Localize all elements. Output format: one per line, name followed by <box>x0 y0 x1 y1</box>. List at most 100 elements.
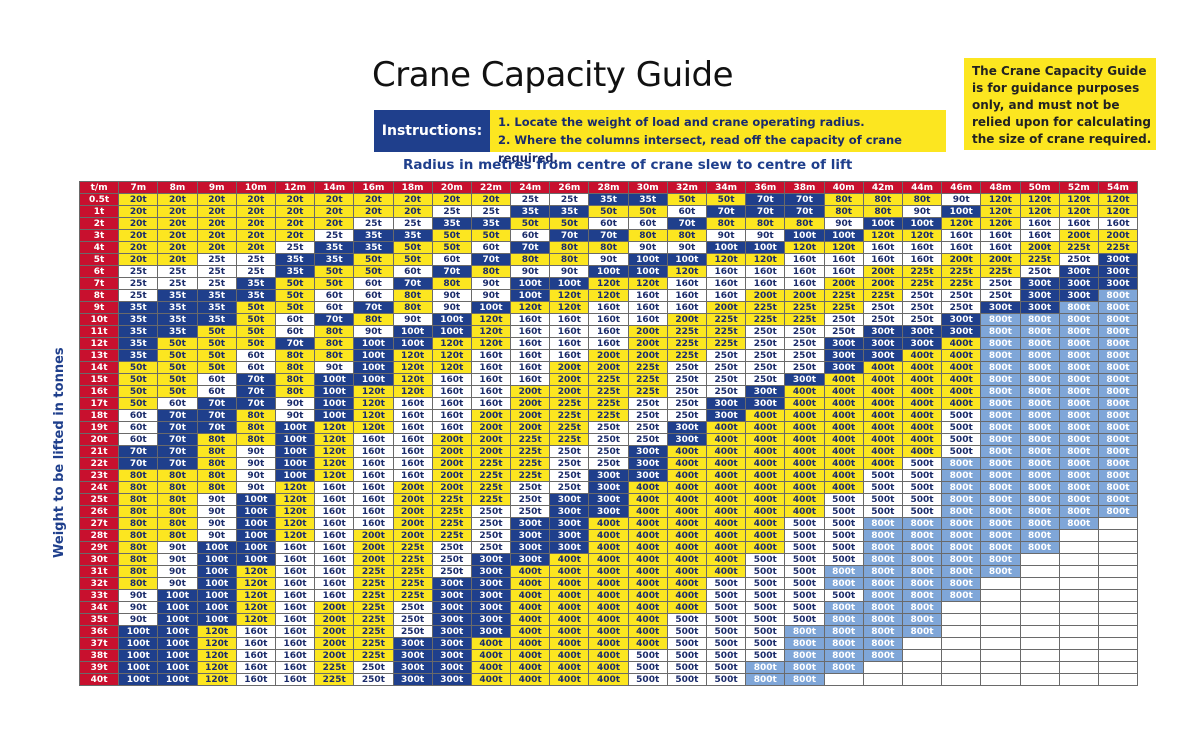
capacity-cell: 800t <box>901 577 943 590</box>
capacity-cell: 800t <box>1097 337 1139 350</box>
empty-cell <box>1019 613 1060 626</box>
capacity-cell: 50t <box>157 337 198 350</box>
radius-header: 46m <box>941 181 982 194</box>
weight-header: 12t <box>78 337 120 350</box>
capacity-cell: 160t <box>901 253 943 266</box>
capacity-cell: 70t <box>353 301 394 314</box>
capacity-cell: 100t <box>196 541 237 554</box>
capacity-cell: 400t <box>705 541 747 554</box>
capacity-cell: 20t <box>314 205 355 218</box>
capacity-cell: 400t <box>784 445 825 458</box>
capacity-cell: 250t <box>392 625 433 638</box>
capacity-cell: 60t <box>118 409 159 422</box>
capacity-cell: 200t <box>549 385 590 398</box>
radius-header: 38m <box>784 181 825 194</box>
capacity-cell: 50t <box>235 301 276 314</box>
radius-header: 48m <box>980 181 1021 194</box>
capacity-cell: 160t <box>431 421 472 434</box>
capacity-cell: 80t <box>392 301 433 314</box>
capacity-cell: 250t <box>510 493 551 506</box>
empty-cell <box>901 673 943 686</box>
capacity-cell: 70t <box>157 421 198 434</box>
capacity-cell: 800t <box>1097 349 1139 362</box>
radius-header: 44m <box>901 181 943 194</box>
capacity-cell: 100t <box>705 241 747 254</box>
capacity-cell: 60t <box>510 229 551 242</box>
capacity-cell: 60t <box>588 217 629 230</box>
capacity-cell: 800t <box>1058 433 1099 446</box>
capacity-cell: 400t <box>549 577 590 590</box>
capacity-cell: 250t <box>549 469 590 482</box>
capacity-cell: 400t <box>627 601 668 614</box>
capacity-cell: 225t <box>353 565 394 578</box>
capacity-cell: 800t <box>1019 457 1060 470</box>
capacity-cell: 120t <box>274 529 316 542</box>
capacity-cell: 100t <box>274 445 316 458</box>
empty-cell <box>1097 613 1139 626</box>
capacity-cell: 160t <box>784 277 825 290</box>
capacity-cell: 400t <box>510 649 551 662</box>
capacity-cell: 160t <box>510 361 551 374</box>
capacity-cell: 160t <box>705 289 747 302</box>
capacity-cell: 800t <box>1019 517 1060 530</box>
capacity-cell: 225t <box>470 493 512 506</box>
capacity-cell: 250t <box>666 385 708 398</box>
capacity-cell: 100t <box>235 541 276 554</box>
capacity-cell: 500t <box>666 661 708 674</box>
capacity-cell: 90t <box>235 445 276 458</box>
capacity-cell: 160t <box>823 253 864 266</box>
capacity-cell: 400t <box>941 337 982 350</box>
table-row: 23t 80t 80t 80t 90t 100t 120t 160t 160t 200t 225t 2… <box>78 469 1139 482</box>
capacity-cell: 25t <box>118 277 159 290</box>
capacity-cell: 800t <box>1019 409 1060 422</box>
capacity-cell: 400t <box>627 541 668 554</box>
capacity-cell: 300t <box>862 349 903 362</box>
capacity-cell: 100t <box>196 613 237 626</box>
radius-header: 32m <box>666 181 708 194</box>
capacity-cell: 25t <box>353 217 394 230</box>
capacity-cell: 80t <box>274 385 316 398</box>
capacity-cell: 20t <box>392 205 433 218</box>
capacity-cell: 70t <box>588 229 629 242</box>
capacity-cell: 70t <box>510 241 551 254</box>
capacity-cell: 200t <box>1058 229 1099 242</box>
capacity-cell: 100t <box>274 421 316 434</box>
capacity-cell: 120t <box>549 301 590 314</box>
capacity-cell: 800t <box>1097 445 1139 458</box>
capacity-cell: 90t <box>941 193 982 206</box>
capacity-cell: 200t <box>549 361 590 374</box>
capacity-cell: 500t <box>705 637 747 650</box>
capacity-cell: 250t <box>627 397 668 410</box>
weight-header: 35t <box>78 613 120 626</box>
capacity-cell: 400t <box>901 397 943 410</box>
capacity-cell: 300t <box>510 541 551 554</box>
capacity-cell: 400t <box>588 661 629 674</box>
capacity-cell: 250t <box>627 433 668 446</box>
capacity-cell: 70t <box>745 193 786 206</box>
capacity-cell: 225t <box>510 445 551 458</box>
instruction-step-2: 2. Where the columns intersect, read off… <box>498 133 902 165</box>
capacity-cell: 225t <box>392 565 433 578</box>
capacity-cell: 120t <box>353 409 394 422</box>
capacity-cell: 500t <box>745 613 786 626</box>
capacity-cell: 400t <box>588 613 629 626</box>
capacity-cell: 300t <box>431 577 472 590</box>
radius-header: 26m <box>549 181 590 194</box>
capacity-cell: 80t <box>196 445 237 458</box>
capacity-cell: 200t <box>353 553 394 566</box>
table-row: 9t 35t 35t 35t 50t 50t 60t 70t 80t 90t 100t 120t 120… <box>78 301 1139 314</box>
capacity-cell: 20t <box>118 229 159 242</box>
capacity-cell: 800t <box>941 529 982 542</box>
empty-cell <box>941 601 982 614</box>
capacity-cell: 100t <box>431 325 472 338</box>
capacity-cell: 120t <box>274 517 316 530</box>
capacity-cell: 800t <box>862 625 903 638</box>
capacity-cell: 90t <box>157 553 198 566</box>
capacity-cell: 200t <box>705 301 747 314</box>
weight-header: 16t <box>78 385 120 398</box>
capacity-cell: 100t <box>235 553 276 566</box>
capacity-cell: 70t <box>157 457 198 470</box>
capacity-cell: 120t <box>235 613 276 626</box>
capacity-cell: 160t <box>314 565 355 578</box>
capacity-cell: 20t <box>274 229 316 242</box>
